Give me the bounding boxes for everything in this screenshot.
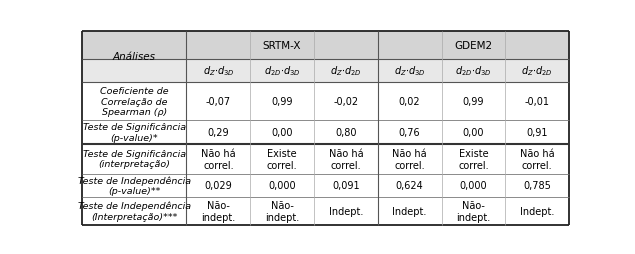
Text: Indept.: Indept. [392, 206, 427, 216]
Text: $d_{2D}{\cdot}d_{3D}$: $d_{2D}{\cdot}d_{3D}$ [264, 64, 300, 78]
Text: 0,091: 0,091 [332, 180, 359, 190]
Text: $d_Z{\cdot}d_{2D}$: $d_Z{\cdot}d_{2D}$ [330, 64, 362, 78]
Text: SRTM-X: SRTM-X [263, 41, 302, 51]
Text: 0,785: 0,785 [523, 180, 551, 190]
Text: 0,99: 0,99 [271, 97, 293, 107]
Bar [82, 31, 569, 60]
Text: Não há
correl.: Não há correl. [392, 148, 427, 170]
Bar [82, 174, 569, 197]
Text: Não há
correl.: Não há correl. [328, 148, 363, 170]
Text: Não há
correl.: Não há correl. [520, 148, 554, 170]
Text: 0,000: 0,000 [269, 180, 296, 190]
Text: Teste de Significância
(p-value)*: Teste de Significância (p-value)* [83, 123, 185, 142]
Text: 0,00: 0,00 [463, 128, 484, 137]
Text: Análises: Análises [112, 52, 156, 62]
Text: Não-
indept.: Não- indept. [457, 200, 490, 222]
Text: Indept.: Indept. [520, 206, 554, 216]
Bar [82, 197, 569, 225]
Text: -0,07: -0,07 [206, 97, 231, 107]
Text: 0,029: 0,029 [204, 180, 232, 190]
Bar [82, 83, 569, 121]
Text: 0,624: 0,624 [396, 180, 424, 190]
Text: Não há
correl.: Não há correl. [201, 148, 236, 170]
Text: 0,91: 0,91 [526, 128, 548, 137]
Bar [82, 121, 569, 144]
Text: Teste de Significância
(interpretação): Teste de Significância (interpretação) [83, 149, 185, 169]
Text: $d_Z{\cdot}d_{3D}$: $d_Z{\cdot}d_{3D}$ [203, 64, 234, 78]
Bar [82, 144, 569, 174]
Text: Teste de Independência
(p-value)**: Teste de Independência (p-value)** [77, 175, 190, 196]
Text: 0,000: 0,000 [460, 180, 487, 190]
Text: 0,99: 0,99 [463, 97, 484, 107]
Text: Existe
correl.: Existe correl. [267, 148, 297, 170]
Text: 0,00: 0,00 [271, 128, 293, 137]
Text: 0,76: 0,76 [399, 128, 420, 137]
Text: Coeficiente de
Correlação de
Spearman (ρ): Coeficiente de Correlação de Spearman (ρ… [100, 87, 168, 117]
Text: 0,02: 0,02 [399, 97, 420, 107]
Text: Existe
correl.: Existe correl. [458, 148, 489, 170]
Text: Não-
indept.: Não- indept. [201, 200, 236, 222]
Text: Teste de Independência
(Interpretação)***: Teste de Independência (Interpretação)**… [77, 201, 190, 221]
Text: Não-
indept.: Não- indept. [265, 200, 299, 222]
Text: -0,01: -0,01 [525, 97, 550, 107]
Text: 0,80: 0,80 [335, 128, 357, 137]
Text: $d_Z{\cdot}d_{2D}$: $d_Z{\cdot}d_{2D}$ [521, 64, 553, 78]
Bar [82, 60, 569, 83]
Text: Indept.: Indept. [329, 206, 363, 216]
Text: $d_{2D}{\cdot}d_{3D}$: $d_{2D}{\cdot}d_{3D}$ [455, 64, 491, 78]
Text: 0,29: 0,29 [208, 128, 229, 137]
Text: -0,02: -0,02 [333, 97, 358, 107]
Text: GDEM2: GDEM2 [454, 41, 493, 51]
Text: $d_Z{\cdot}d_{3D}$: $d_Z{\cdot}d_{3D}$ [394, 64, 425, 78]
